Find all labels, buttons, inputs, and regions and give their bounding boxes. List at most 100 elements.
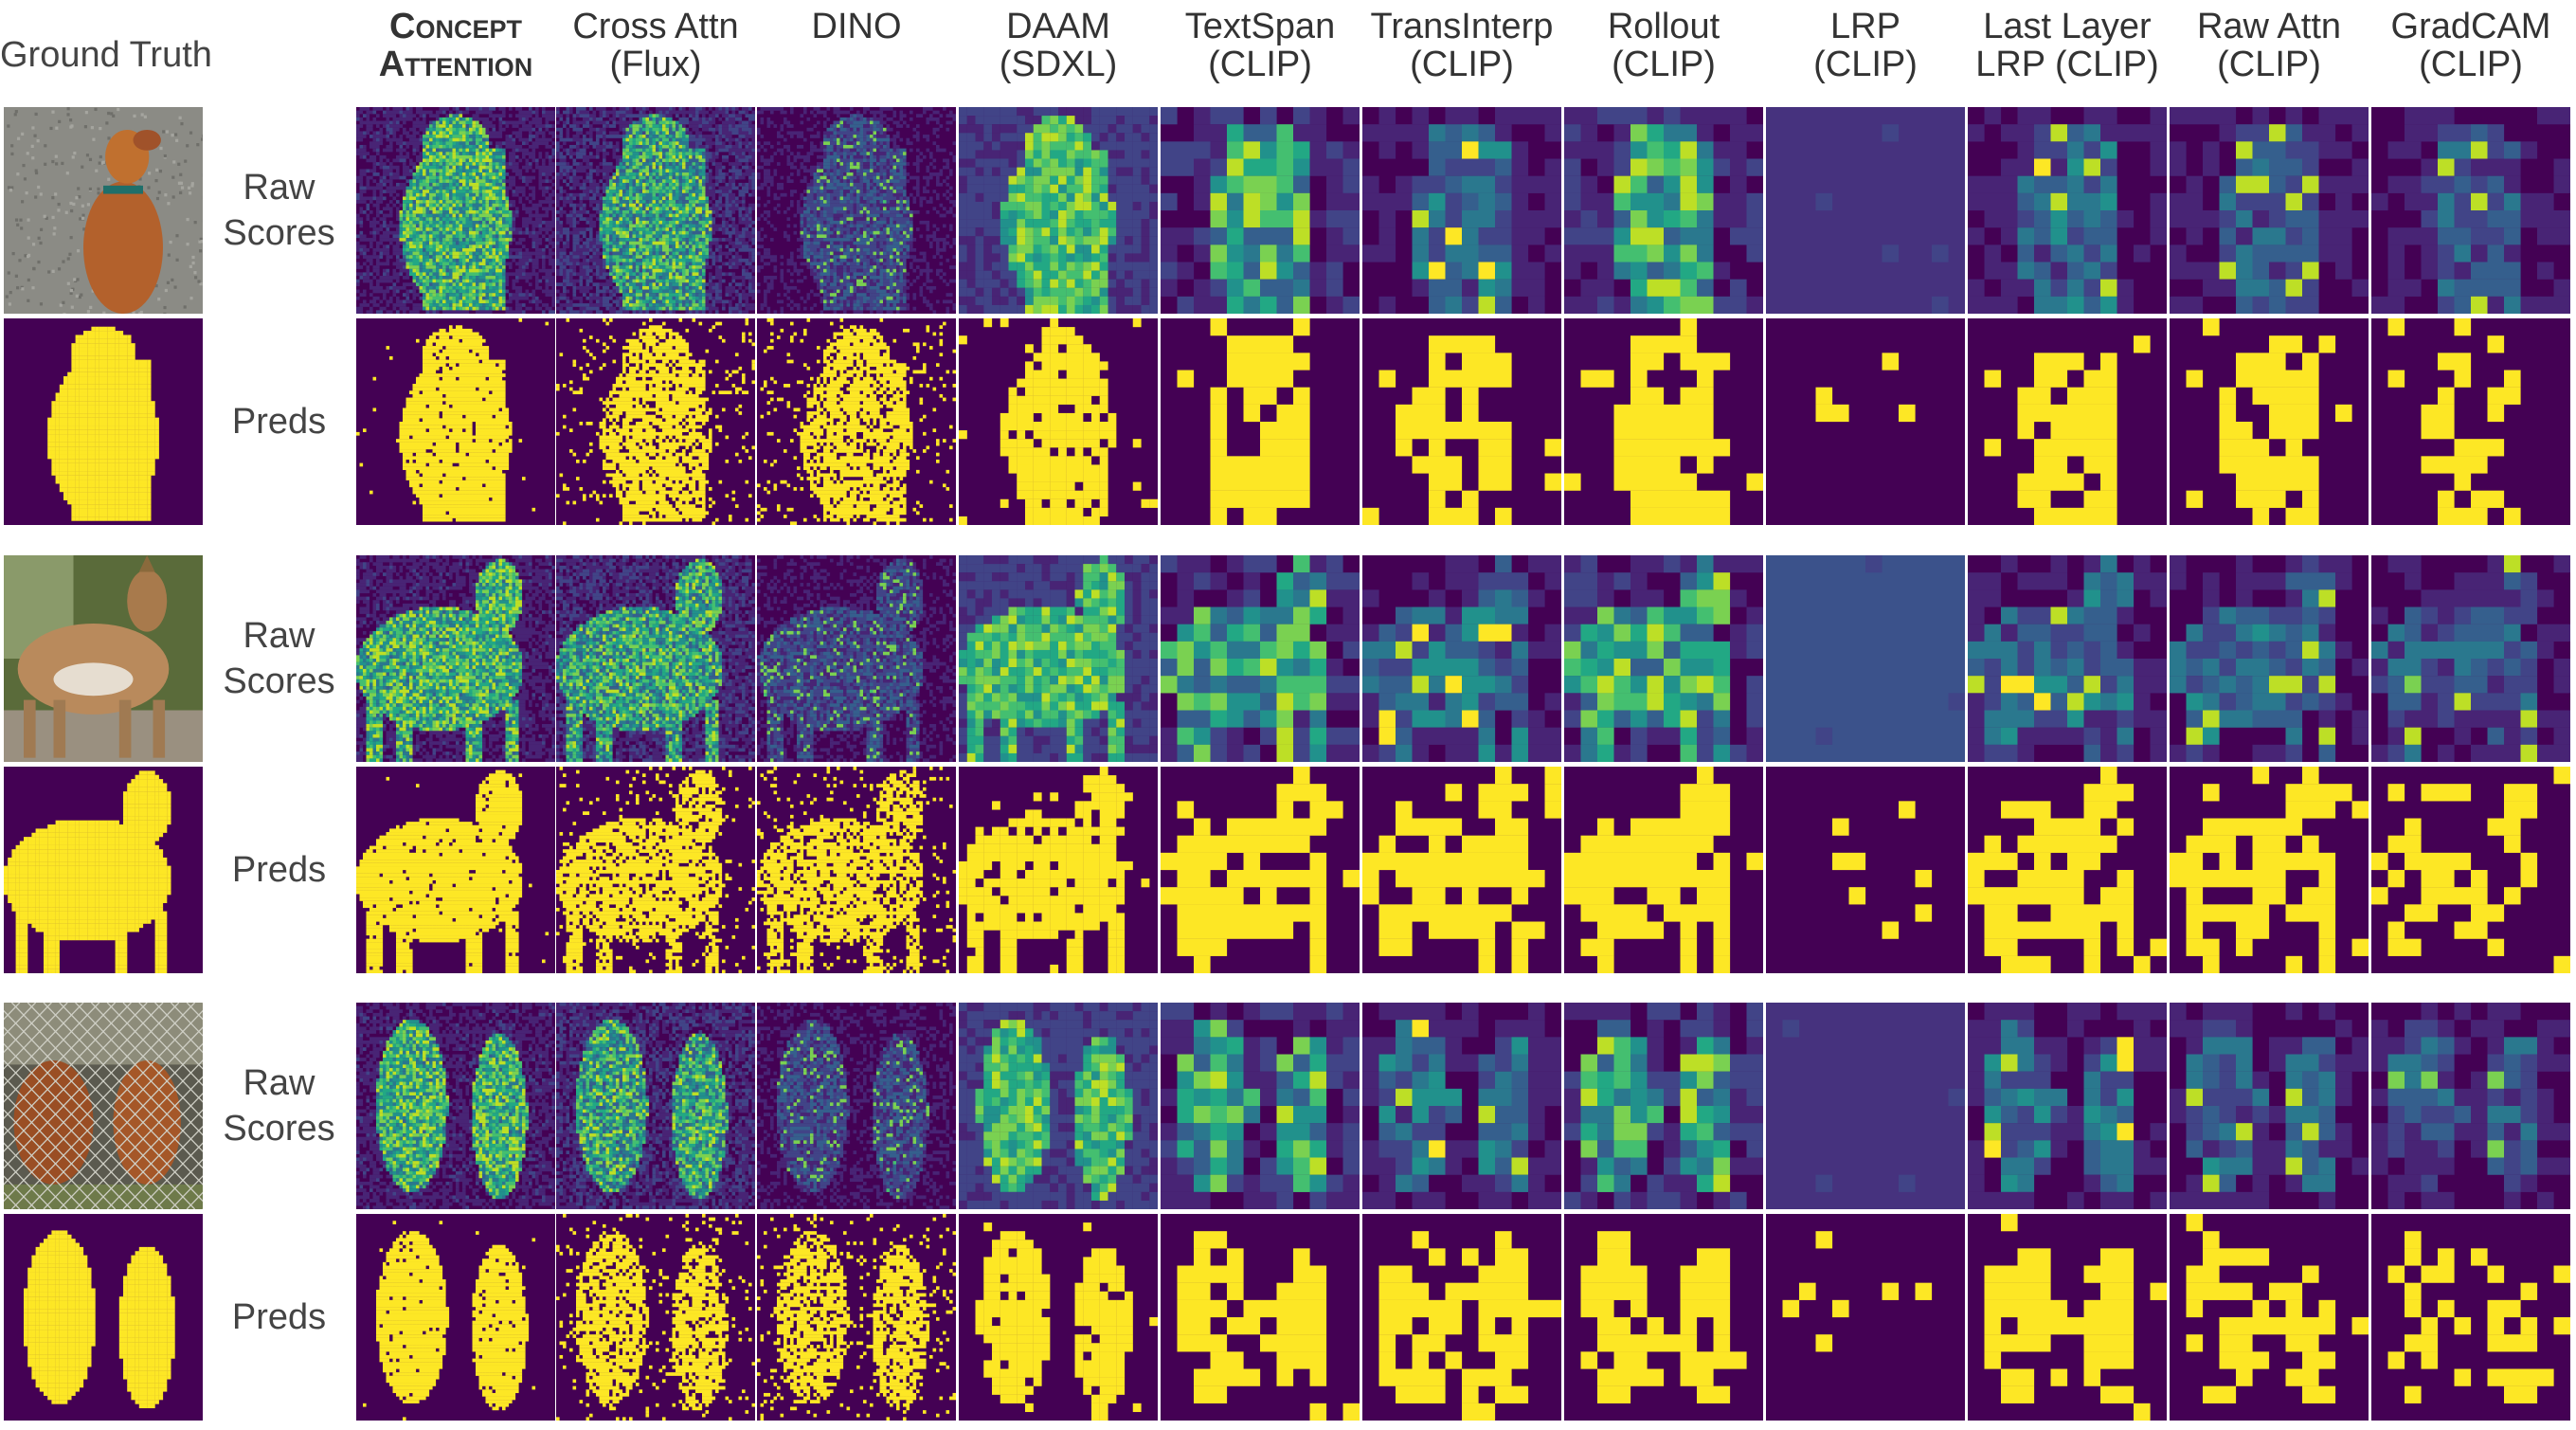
column-header-line1: Rollout bbox=[1608, 8, 1720, 45]
row-label-raw-line2: Scores bbox=[201, 659, 357, 704]
prediction-mask-cross-attn-flux-two-dogs-fence bbox=[556, 1214, 755, 1421]
column-header-line1: Last Layer bbox=[1983, 8, 2151, 45]
raw-score-map-dino-dog bbox=[757, 107, 956, 314]
prediction-mask-raw-attn-clip-two-dogs-fence bbox=[2170, 1214, 2369, 1421]
prediction-mask-lrp-clip-deer bbox=[1766, 767, 1965, 973]
prediction-mask-cross-attn-flux-deer bbox=[556, 767, 755, 973]
row-label-raw-line1: Raw bbox=[201, 613, 357, 659]
ground-truth-mask-two-dogs-fence bbox=[4, 1214, 203, 1421]
column-header-line1: TextSpan bbox=[1185, 8, 1335, 45]
row-label-preds: Preds bbox=[201, 1214, 357, 1421]
raw-score-map-transinterp-clip-deer bbox=[1362, 555, 1561, 762]
column-header-cross-attn-flux: Cross Attn (Flux) bbox=[556, 8, 755, 95]
prediction-mask-transinterp-clip-deer bbox=[1362, 767, 1561, 973]
column-header-line2: (CLIP) bbox=[1410, 45, 1514, 83]
prediction-mask-gradcam-clip-dog bbox=[2371, 318, 2570, 525]
column-header-line2: (CLIP) bbox=[1813, 45, 1918, 83]
raw-score-map-gradcam-clip-two-dogs-fence bbox=[2371, 1003, 2570, 1209]
prediction-mask-textspan-clip-dog bbox=[1161, 318, 1360, 525]
prediction-mask-raw-attn-clip-deer bbox=[2170, 767, 2369, 973]
prediction-mask-gradcam-clip-deer bbox=[2371, 767, 2570, 973]
column-header-daam-sdxl: DAAM (SDXL) bbox=[959, 8, 1158, 95]
raw-score-map-concept-attention-deer bbox=[356, 555, 555, 762]
column-header-line1: DINO bbox=[812, 8, 902, 45]
raw-score-map-concept-attention-two-dogs-fence bbox=[356, 1003, 555, 1209]
prediction-mask-last-layer-lrp-clip-two-dogs-fence bbox=[1968, 1214, 2167, 1421]
column-header-line2: Attention bbox=[379, 45, 532, 83]
prediction-mask-dino-dog bbox=[757, 318, 956, 525]
row-label-preds-text: Preds bbox=[201, 1294, 357, 1340]
column-header-rollout-clip: Rollout (CLIP) bbox=[1564, 8, 1763, 95]
raw-score-map-raw-attn-clip-dog bbox=[2170, 107, 2369, 314]
row-label-preds-text: Preds bbox=[201, 399, 357, 444]
row-label-preds-text: Preds bbox=[201, 847, 357, 893]
raw-score-map-lrp-clip-deer bbox=[1766, 555, 1965, 762]
raw-score-map-lrp-clip-two-dogs-fence bbox=[1766, 1003, 1965, 1209]
column-header-line2: LRP (CLIP) bbox=[1975, 45, 2159, 83]
ground-truth-mask-dog bbox=[4, 318, 203, 525]
raw-score-map-gradcam-clip-dog bbox=[2371, 107, 2570, 314]
raw-score-map-dino-deer bbox=[757, 555, 956, 762]
prediction-mask-transinterp-clip-dog bbox=[1362, 318, 1561, 525]
ground-truth-mask-deer bbox=[4, 767, 203, 973]
raw-score-map-last-layer-lrp-clip-two-dogs-fence bbox=[1968, 1003, 2167, 1209]
row-label-raw-line2: Scores bbox=[201, 1106, 357, 1151]
raw-score-map-cross-attn-flux-deer bbox=[556, 555, 755, 762]
prediction-mask-raw-attn-clip-dog bbox=[2170, 318, 2369, 525]
row-label-preds: Preds bbox=[201, 318, 357, 525]
raw-score-map-cross-attn-flux-two-dogs-fence bbox=[556, 1003, 755, 1209]
prediction-mask-cross-attn-flux-dog bbox=[556, 318, 755, 525]
prediction-mask-rollout-clip-two-dogs-fence bbox=[1564, 1214, 1763, 1421]
column-header-line2: (CLIP) bbox=[2217, 45, 2321, 83]
prediction-mask-daam-sdxl-two-dogs-fence bbox=[959, 1214, 1158, 1421]
raw-score-map-daam-sdxl-two-dogs-fence bbox=[959, 1003, 1158, 1209]
row-label-raw-line1: Raw bbox=[201, 165, 357, 210]
raw-score-map-daam-sdxl-dog bbox=[959, 107, 1158, 314]
raw-score-map-concept-attention-dog bbox=[356, 107, 555, 314]
prediction-mask-concept-attention-deer bbox=[356, 767, 555, 973]
column-header-line2: (CLIP) bbox=[1208, 45, 1312, 83]
raw-score-map-daam-sdxl-deer bbox=[959, 555, 1158, 762]
prediction-mask-dino-deer bbox=[757, 767, 956, 973]
raw-score-map-lrp-clip-dog bbox=[1766, 107, 1965, 314]
row-label-raw-scores: Raw Scores bbox=[201, 555, 357, 762]
raw-score-map-textspan-clip-two-dogs-fence bbox=[1161, 1003, 1360, 1209]
raw-score-map-gradcam-clip-deer bbox=[2371, 555, 2570, 762]
raw-score-map-rollout-clip-dog bbox=[1564, 107, 1763, 314]
prediction-mask-last-layer-lrp-clip-dog bbox=[1968, 318, 2167, 525]
raw-score-map-last-layer-lrp-clip-deer bbox=[1968, 555, 2167, 762]
prediction-mask-concept-attention-dog bbox=[356, 318, 555, 525]
row-label-raw-scores: Raw Scores bbox=[201, 1003, 357, 1209]
column-header-line1: Cross Attn bbox=[572, 8, 738, 45]
column-header-line1: LRP bbox=[1830, 8, 1900, 45]
raw-score-map-transinterp-clip-dog bbox=[1362, 107, 1561, 314]
raw-score-map-last-layer-lrp-clip-dog bbox=[1968, 107, 2167, 314]
raw-score-map-transinterp-clip-two-dogs-fence bbox=[1362, 1003, 1561, 1209]
raw-score-map-dino-two-dogs-fence bbox=[757, 1003, 956, 1209]
raw-score-map-textspan-clip-dog bbox=[1161, 107, 1360, 314]
column-header-line2: (CLIP) bbox=[1612, 45, 1716, 83]
prediction-mask-concept-attention-two-dogs-fence bbox=[356, 1214, 555, 1421]
column-header-line2: (Flux) bbox=[609, 45, 701, 83]
column-header-line1: GradCAM bbox=[2391, 8, 2551, 45]
prediction-mask-textspan-clip-deer bbox=[1161, 767, 1360, 973]
raw-score-map-textspan-clip-deer bbox=[1161, 555, 1360, 762]
prediction-mask-lrp-clip-two-dogs-fence bbox=[1766, 1214, 1965, 1421]
column-header-line2: (SDXL) bbox=[1000, 45, 1118, 83]
column-header-gradcam-clip: GradCAM (CLIP) bbox=[2371, 8, 2570, 95]
input-photo-deer bbox=[4, 555, 203, 762]
row-label-raw-scores: Raw Scores bbox=[201, 107, 357, 314]
raw-score-map-raw-attn-clip-deer bbox=[2170, 555, 2369, 762]
row-label-raw-line1: Raw bbox=[201, 1060, 357, 1106]
prediction-mask-rollout-clip-dog bbox=[1564, 318, 1763, 525]
row-label-preds: Preds bbox=[201, 767, 357, 973]
input-photo-two-dogs-fence bbox=[4, 1003, 203, 1209]
prediction-mask-daam-sdxl-dog bbox=[959, 318, 1158, 525]
prediction-mask-last-layer-lrp-clip-deer bbox=[1968, 767, 2167, 973]
raw-score-map-raw-attn-clip-two-dogs-fence bbox=[2170, 1003, 2369, 1209]
prediction-mask-dino-two-dogs-fence bbox=[757, 1214, 956, 1421]
prediction-mask-rollout-clip-deer bbox=[1564, 767, 1763, 973]
column-header-line1: TransInterp bbox=[1371, 8, 1554, 45]
row-label-raw-line2: Scores bbox=[201, 210, 357, 256]
